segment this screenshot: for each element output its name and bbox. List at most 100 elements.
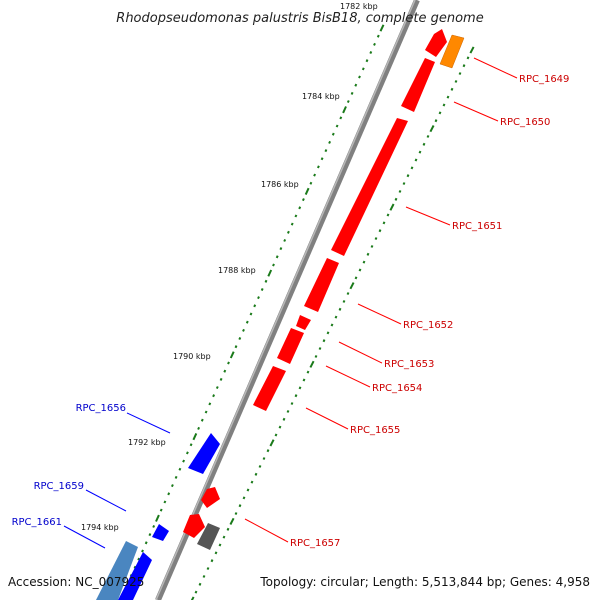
- gene-arrow-rpc-1651[interactable]: [331, 118, 408, 256]
- leader-rpc-1656: [126, 412, 171, 434]
- tick-mark-inner: [155, 514, 160, 522]
- tick-mark-outer: [338, 307, 342, 311]
- tick-mark-inner: [170, 484, 174, 488]
- gene-label-rpc-1659[interactable]: RPC_1659: [34, 481, 84, 492]
- gene-arrow-rpc-1655[interactable]: [253, 366, 286, 411]
- gene-label-rpc-1656[interactable]: RPC_1656: [76, 403, 126, 414]
- gene-arrow-gray[interactable]: [197, 523, 220, 550]
- tick-mark-inner: [342, 106, 347, 114]
- tick-mark-outer: [234, 512, 238, 516]
- gene-arrow-rpc-1653[interactable]: [296, 315, 311, 330]
- tick-mark-outer: [438, 111, 442, 115]
- tick-mark-outer: [266, 449, 270, 453]
- gene-label-rpc-1654[interactable]: RPC_1654: [372, 383, 422, 394]
- gene-label-rpc-1661[interactable]: RPC_1661: [12, 517, 62, 528]
- tick-mark-outer: [318, 347, 322, 351]
- tick-mark-outer: [206, 567, 210, 571]
- genome-backbone-highlight: [155, 0, 416, 600]
- tick-mark-inner: [272, 263, 275, 267]
- gene-arrow-rpc-1650[interactable]: [401, 58, 435, 112]
- accession-text: Accession: NC_007925: [8, 575, 144, 589]
- tick-mark-outer: [326, 331, 330, 335]
- tick-mark-outer: [262, 457, 266, 461]
- tick-mark-outer: [269, 439, 275, 447]
- gene-label-rpc-1650[interactable]: RPC_1650: [500, 117, 550, 128]
- leader-rpc-1653: [338, 341, 383, 364]
- tick-mark-inner: [279, 247, 283, 251]
- tick-mark-outer: [354, 276, 358, 280]
- gene-label-rpc-1652[interactable]: RPC_1652: [403, 320, 453, 331]
- tick-mark-inner: [267, 269, 273, 277]
- gene-label-rpc-1649[interactable]: RPC_1649: [519, 74, 569, 85]
- tick-mark-outer: [302, 378, 306, 382]
- leader-rpc-1649: [473, 57, 518, 79]
- tick-mark-outer: [229, 517, 235, 525]
- tick-mark-outer: [254, 472, 258, 476]
- gene-arrow-rpc-1652[interactable]: [304, 258, 339, 312]
- gene-label-rpc-1653[interactable]: RPC_1653: [384, 359, 434, 370]
- gene-arrow-rpc-1654[interactable]: [277, 328, 304, 364]
- tick-ruler-outer: [190, 46, 475, 600]
- tick-mark-inner: [208, 402, 212, 406]
- gene-arrow-rpc-1649[interactable]: [439, 34, 465, 69]
- tick-mark-inner: [328, 140, 332, 144]
- tick-mark-inner: [192, 432, 198, 441]
- tick-mark-inner: [313, 173, 317, 177]
- tick-mark-inner: [358, 75, 361, 79]
- leader-rpc-1657: [244, 518, 289, 543]
- tick-mark-outer: [306, 370, 310, 374]
- tick-mark-outer: [309, 360, 315, 368]
- tick-mark-inner: [185, 451, 189, 455]
- tick-mark-inner: [144, 541, 148, 545]
- tick-mark-inner: [189, 443, 193, 447]
- tick-mark-inner: [167, 492, 171, 496]
- tick-mark-outer: [190, 596, 195, 600]
- tick-mark-inner: [229, 351, 235, 359]
- leader-rpc-1652: [357, 303, 402, 325]
- map-title: Rhodopseudomonas palustris BisB18, compl…: [116, 11, 483, 26]
- tick-mark-inner: [148, 533, 152, 537]
- tick-label: 1790 kbp: [173, 352, 211, 361]
- gene-label-rpc-1655[interactable]: RPC_1655: [350, 425, 400, 436]
- tick-mark-outer: [402, 182, 406, 186]
- tick-mark-outer: [394, 197, 398, 201]
- leader-rpc-1654: [325, 365, 371, 388]
- reverse-strand-genes: [96, 433, 220, 600]
- gene-arrow-rpc-1660[interactable]: [118, 552, 152, 600]
- tick-mark-inner: [294, 214, 298, 218]
- tick-mark-outer: [362, 260, 366, 264]
- tick-mark-outer: [246, 488, 250, 492]
- gene-label-rpc-1651[interactable]: RPC_1651: [452, 221, 502, 232]
- tick-mark-inner: [253, 304, 257, 308]
- tick-mark-outer: [462, 64, 466, 68]
- tick-mark-outer: [414, 158, 418, 162]
- tick-mark-inner: [346, 100, 350, 104]
- tick-mark-inner: [152, 524, 156, 528]
- tick-mark-inner: [212, 394, 216, 398]
- tick-mark-outer: [389, 203, 395, 211]
- gene-arrow-rpc-1656[interactable]: [188, 433, 220, 474]
- gene-label-rpc-1657[interactable]: RPC_1657: [290, 538, 340, 549]
- tick-mark-inner: [182, 459, 186, 463]
- tick-mark-inner: [283, 238, 287, 242]
- tick-mark-inner: [163, 500, 167, 504]
- leader-rpc-1651: [405, 206, 451, 226]
- tick-mark-outer: [218, 543, 222, 547]
- tick-mark-outer: [349, 282, 355, 290]
- tick-mark-outer: [286, 409, 290, 413]
- tick-mark-inner: [373, 42, 376, 46]
- gene-arrow-rpc-1657[interactable]: [201, 487, 220, 508]
- gene-arrow-rpc-1659[interactable]: [152, 524, 169, 541]
- gene-arrow-rpc-1648[interactable]: [425, 29, 447, 57]
- leader-rpc-1650: [453, 101, 499, 122]
- tick-mark-inner: [200, 418, 204, 422]
- gene-arrow-rpc-1661[interactable]: [96, 541, 138, 600]
- tick-label: 1784 kbp: [302, 92, 340, 101]
- tick-mark-outer: [342, 299, 346, 303]
- tick-mark-inner: [260, 287, 264, 292]
- tick-mark-inner: [227, 361, 230, 365]
- gene-arrow-rpc-1658[interactable]: [183, 514, 205, 538]
- tick-mark-inner: [350, 91, 354, 95]
- tick-mark-outer: [238, 504, 242, 508]
